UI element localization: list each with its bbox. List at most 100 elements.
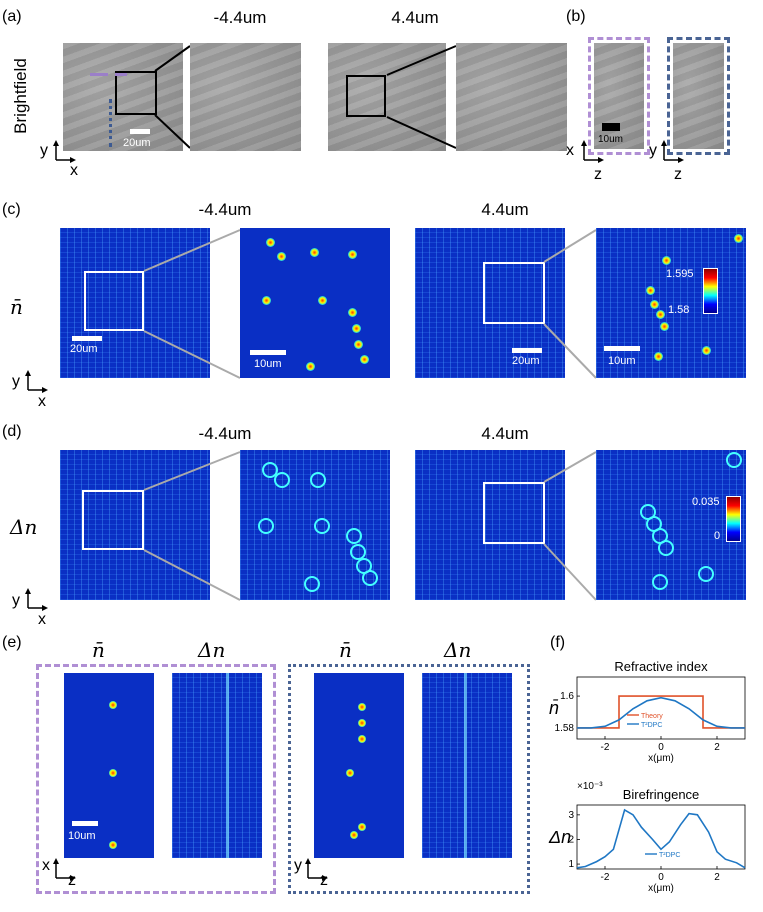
- x-tick-label: 2: [714, 872, 720, 883]
- brightfield-side-label: Brightfield: [11, 58, 30, 134]
- chart-title: Refractive index: [614, 659, 708, 674]
- x-tick-label: 0: [658, 742, 664, 753]
- e-nbar-title: n̄: [92, 638, 105, 662]
- axis-y-label: y: [40, 142, 48, 159]
- axes-arrows-d: [25, 588, 48, 611]
- brightfield-zoom-neg: [190, 43, 301, 151]
- axis-label: z: [320, 872, 328, 889]
- e-dn-xz: [172, 673, 262, 858]
- axis-multiplier: ×10⁻³: [577, 781, 603, 792]
- scale-bar: [130, 129, 150, 134]
- scale-bar: [72, 336, 102, 341]
- nbar-zoom-pos: 1.595 1.58 10um: [596, 228, 746, 378]
- chart-title: Birefringence: [623, 787, 700, 802]
- section-frame-navy: [288, 664, 530, 894]
- e-nbar-xz: 10um: [64, 673, 154, 858]
- plot-frame: [576, 676, 746, 740]
- axes-arrows-a: [53, 140, 76, 163]
- axes-arrows-b2: [661, 140, 684, 163]
- nbar-zoom-neg: 10um: [240, 228, 390, 378]
- nbar-image-pos: 20um: [415, 228, 565, 378]
- axis-label: z: [594, 166, 602, 183]
- purple-line-marker: [90, 73, 108, 76]
- dn-zoom-neg: [240, 450, 390, 600]
- scale-bar-label: 20um: [123, 137, 151, 149]
- y-tick-label: 1.6: [560, 691, 574, 702]
- scale-bar: [512, 348, 542, 353]
- colorbar: [726, 496, 741, 542]
- axes-arrows-c: [25, 370, 48, 393]
- legend-label: Theory: [641, 713, 663, 720]
- scale-bar-label: 10um: [68, 830, 96, 842]
- zoom-box: [84, 271, 144, 331]
- dn-image-pos: [415, 450, 565, 600]
- panel-label-f: (f): [550, 634, 566, 651]
- row-c-right-title: 4.4um: [481, 200, 529, 219]
- axes-arrows-b1: [581, 140, 604, 163]
- x-axis-label: x(μm): [648, 753, 674, 764]
- brightfield-image-neg: 20um: [63, 43, 183, 151]
- panel-label-c: (c): [2, 201, 21, 218]
- y-tick-label: 3: [568, 810, 574, 821]
- axes-arrows-e2: [305, 858, 328, 881]
- series-line-0: [576, 808, 746, 869]
- panel-label-a: (a): [2, 8, 22, 25]
- series-line-0: [577, 695, 745, 729]
- axes-arrows-e1: [53, 858, 76, 881]
- dn-side-label: Δn: [10, 515, 38, 539]
- scale-bar: [604, 346, 640, 351]
- y-tick-label: 2: [568, 834, 574, 845]
- colorbar-min-label: 1.58: [668, 304, 690, 316]
- axis-y-label: y: [12, 373, 20, 390]
- y-axis-label: Δn: [548, 827, 571, 847]
- cross-section-yz: [673, 43, 724, 149]
- zoom-connector: [143, 451, 241, 601]
- x-tick-label: -2: [601, 742, 610, 753]
- zoom-box: [483, 482, 545, 544]
- dn-zoom-pos: 0.035 0: [596, 450, 746, 600]
- e-dn-yz: [422, 673, 512, 858]
- y-tick-label: 1: [568, 859, 574, 870]
- axis-label: x: [42, 857, 50, 874]
- axis-label: y: [649, 142, 657, 159]
- axis-x-label: x: [70, 162, 78, 179]
- colorbar-max-label: 1.595: [666, 268, 694, 280]
- scale-bar-label: 10um: [598, 134, 624, 145]
- zoom-connector: [543, 229, 597, 379]
- axis-label: y: [294, 857, 302, 874]
- e-nbar2-title: n̄: [339, 638, 352, 662]
- row-c-left-title: -4.4um: [198, 200, 252, 219]
- brightfield-zoom-pos: [456, 43, 567, 151]
- axis-label: x: [566, 142, 574, 159]
- axis-label: z: [674, 166, 682, 183]
- series-line-1: [577, 696, 745, 729]
- x-tick-label: 2: [714, 742, 720, 753]
- row-d-left-title: -4.4um: [198, 424, 252, 443]
- axis-y-label: y: [12, 592, 20, 609]
- cross-section-frame-purple: [588, 37, 650, 155]
- zoom-box: [346, 75, 386, 117]
- panel-label-e: (e): [2, 634, 22, 651]
- zoom-box: [115, 71, 157, 115]
- scale-bar-label: 20um: [70, 343, 98, 355]
- axis-label: z: [68, 872, 76, 889]
- birefringence-chart: Birefringence -2 0 2 1 2 3 x(μm) Δn ×10⁻³ T²DPC: [548, 781, 746, 894]
- zoom-box: [483, 262, 545, 324]
- scale-bar-label: 10um: [608, 355, 636, 367]
- zoom-connector: [386, 45, 457, 149]
- plot-frame: [576, 804, 746, 870]
- nbar-side-label: n̄: [10, 295, 23, 319]
- brightfield-image-pos: [328, 43, 446, 151]
- x-tick-label: -2: [601, 872, 610, 883]
- x-axis-label: x(μm): [648, 883, 674, 894]
- colorbar: [703, 268, 718, 314]
- y-axis-label: n̄: [549, 698, 559, 718]
- colorbar-min-label: 0: [714, 530, 721, 542]
- row-d-right-title: 4.4um: [481, 424, 529, 443]
- e-dn2-title: Δn: [444, 638, 472, 662]
- scale-bar: [250, 350, 286, 355]
- scale-bar: [72, 821, 98, 826]
- blue-line-marker: [109, 99, 115, 147]
- colorbar-max-label: 0.035: [692, 496, 720, 508]
- row-a-left-title: -4.4um: [213, 8, 267, 27]
